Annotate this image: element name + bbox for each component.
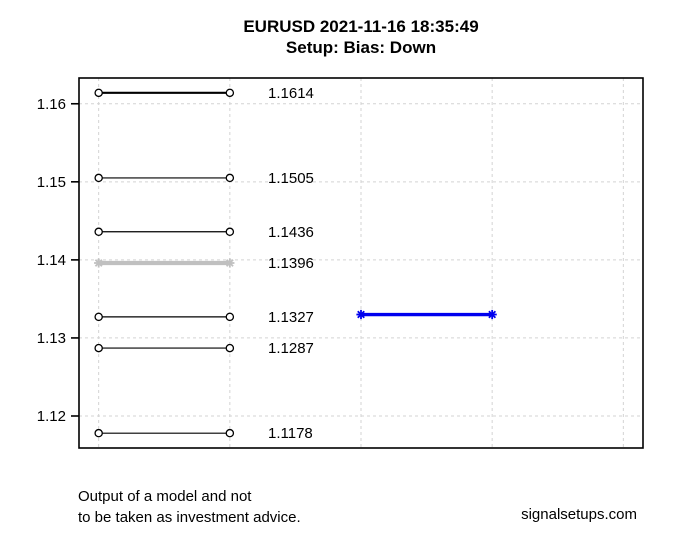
level-value-label: 1.1396 <box>268 255 314 272</box>
level-endpoint-circle-marker <box>225 173 235 183</box>
level-endpoint-asterisk-marker <box>94 259 103 267</box>
level-endpoint-circle-marker <box>94 343 103 353</box>
chart-title: EURUSD 2021-11-16 18:35:49 <box>243 17 479 36</box>
level-endpoint-circle-marker <box>94 88 103 98</box>
level-endpoint-circle-marker <box>225 343 235 353</box>
level-endpoint-circle-marker <box>94 428 103 438</box>
level-endpoint-circle-marker <box>94 173 103 183</box>
level-value-label: 1.1327 <box>268 309 314 326</box>
active-segment-asterisk-marker <box>357 310 365 319</box>
level-value-label: 1.1505 <box>268 170 314 187</box>
disclaimer-line-2: to be taken as investment advice. <box>78 509 301 526</box>
level-endpoint-circle-marker <box>94 312 103 322</box>
level-endpoint-circle-marker <box>225 428 235 438</box>
y-axis-tick-label: 1.14 <box>37 252 66 269</box>
chart-subtitle: Setup: Bias: Down <box>285 38 437 57</box>
y-axis-tick-label: 1.13 <box>37 330 66 347</box>
y-axis-tick-label: 1.16 <box>37 96 66 113</box>
level-endpoint-circle-marker <box>225 227 235 237</box>
plot-frame <box>78 77 644 449</box>
level-value-label: 1.1287 <box>268 340 314 357</box>
level-value-label: 1.1614 <box>268 85 314 102</box>
active-segment-asterisk-marker <box>488 310 497 319</box>
level-value-label: 1.1436 <box>268 224 314 241</box>
level-value-label: 1.1178 <box>268 425 313 442</box>
level-endpoint-circle-marker <box>225 312 235 322</box>
chart-title-block: EURUSD 2021-11-16 18:35:49 Setup: Bias: … <box>79 16 643 58</box>
disclaimer-line-1: Output of a model and not <box>78 488 252 505</box>
y-axis-tick-label: 1.15 <box>37 174 66 191</box>
y-axis-tick-label: 1.12 <box>37 408 66 425</box>
level-endpoint-circle-marker <box>225 88 235 98</box>
website-label: signalsetups.com <box>521 506 637 523</box>
level-endpoint-circle-marker <box>94 227 103 237</box>
disclaimer-text: Output of a model and not to be taken as… <box>78 486 301 528</box>
level-endpoint-asterisk-marker <box>225 259 234 267</box>
